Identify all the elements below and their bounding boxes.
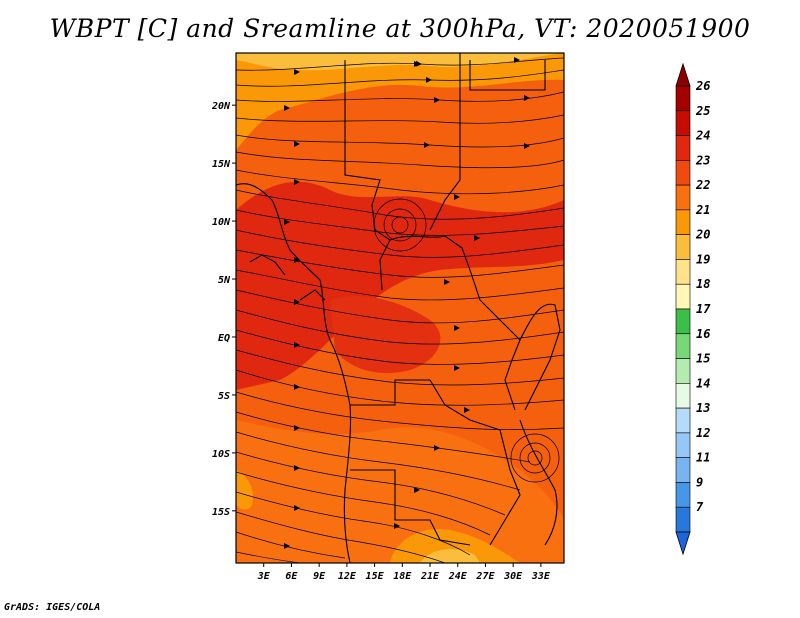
colorbar-swatch bbox=[675, 457, 691, 483]
colorbar-label: 16 bbox=[696, 327, 710, 341]
x-tick-label: 12E bbox=[338, 571, 357, 582]
border-east-africa bbox=[519, 303, 561, 411]
border-angola-north bbox=[350, 379, 430, 406]
border-niger-chad bbox=[344, 60, 391, 291]
wbpt-region-21-south bbox=[390, 529, 520, 563]
x-tick-label: 15E bbox=[366, 571, 385, 582]
wbpt-region-21-west bbox=[236, 470, 254, 510]
streamlines bbox=[236, 57, 564, 563]
colorbar-label: 12 bbox=[696, 426, 710, 440]
colorbar-swatch bbox=[675, 358, 691, 384]
country-borders bbox=[236, 53, 561, 563]
border-angola-south bbox=[350, 469, 471, 546]
colorbar-swatch bbox=[675, 135, 691, 161]
colorbar-swatch bbox=[675, 407, 691, 434]
border-mozambique bbox=[519, 419, 558, 546]
y-tick-label: EQ bbox=[218, 333, 230, 344]
colorbar-label: 13 bbox=[696, 401, 710, 415]
colorbar-label: 25 bbox=[695, 104, 710, 118]
y-tick-label: 20N bbox=[211, 101, 231, 112]
x-tick-label: 3E bbox=[257, 571, 271, 582]
colorbar-label: 7 bbox=[696, 500, 704, 514]
y-axis-ticks: 20N 15N 10N 5N EQ 5S 10S 15S bbox=[211, 101, 236, 518]
x-tick-label: 18E bbox=[393, 571, 412, 582]
x-tick-label: 21E bbox=[420, 571, 440, 582]
streamline-arrows bbox=[284, 57, 530, 549]
wbpt-region-20-north bbox=[236, 53, 560, 71]
colorbar-swatch bbox=[675, 283, 691, 310]
colorbar-swatch bbox=[675, 234, 691, 260]
colorbar-swatch bbox=[675, 506, 691, 533]
colorbar-label: 15 bbox=[696, 352, 710, 366]
colorbar-swatch bbox=[675, 308, 691, 335]
colorbar-label: 20 bbox=[695, 228, 710, 242]
x-axis-ticks: 3E 6E 9E 12E 15E 18E 21E 24E 27E 30E 33E bbox=[257, 563, 551, 582]
colorbar-label: 24 bbox=[695, 129, 710, 143]
y-tick-label: 5S bbox=[218, 391, 230, 402]
coastline-west bbox=[236, 183, 352, 563]
colorbar-label: 26 bbox=[695, 79, 710, 93]
colorbar-label: 14 bbox=[696, 376, 710, 390]
border-sudan-west bbox=[429, 53, 461, 231]
colorbar-swatch bbox=[675, 209, 691, 235]
colorbar-swatch bbox=[675, 184, 691, 211]
colorbar-label: 11 bbox=[696, 451, 710, 465]
x-tick-label: 33E bbox=[531, 571, 551, 582]
x-tick-label: 27E bbox=[475, 571, 495, 582]
y-tick-label: 5N bbox=[218, 275, 231, 286]
colorbar-label: 9 bbox=[696, 475, 703, 489]
y-tick-label: 15N bbox=[212, 159, 231, 170]
wbpt-region-22-south bbox=[236, 420, 564, 563]
plot-area bbox=[236, 53, 564, 563]
chart-title: WBPT [C] and Sreamline at 300hPa, VT: 20… bbox=[49, 14, 751, 43]
colorbar-label: 22 bbox=[695, 178, 710, 192]
colorbar-label: 23 bbox=[695, 153, 710, 167]
colorbar-label: 21 bbox=[695, 203, 710, 217]
colorbar-label: 17 bbox=[696, 302, 711, 316]
x-tick-label: 30E bbox=[503, 571, 523, 582]
border-cameroon bbox=[299, 289, 326, 301]
y-tick-label: 10S bbox=[212, 449, 230, 460]
x-tick-label: 6E bbox=[285, 571, 298, 582]
x-tick-label: 9E bbox=[313, 571, 326, 582]
colorbar-swatch bbox=[675, 85, 691, 112]
colorbar-swatch bbox=[675, 383, 691, 409]
colorbar-label: 18 bbox=[696, 277, 710, 291]
colorbar-label: 19 bbox=[696, 252, 710, 266]
border-zambia bbox=[429, 379, 521, 546]
footer-credit: GrADS: IGES/COLA bbox=[4, 602, 101, 613]
x-tick-label: 24E bbox=[448, 571, 468, 582]
colorbar-swatch bbox=[675, 259, 691, 285]
wbpt-region-21-north bbox=[236, 53, 564, 150]
colorbar-top-arrow bbox=[675, 62, 691, 87]
y-tick-label: 10N bbox=[212, 217, 231, 228]
colorbar-bottom-arrow bbox=[675, 531, 691, 556]
colorbar-swatch bbox=[675, 482, 691, 508]
colorbar-swatch bbox=[675, 160, 691, 186]
colorbar-swatch bbox=[675, 110, 691, 136]
plot-frame bbox=[235, 52, 565, 564]
border-west-coast bbox=[249, 254, 286, 276]
colorbar-swatch bbox=[675, 432, 691, 458]
colorbar-swatch bbox=[675, 333, 691, 359]
border-libya-egypt bbox=[469, 60, 546, 91]
y-tick-label: 15S bbox=[212, 507, 230, 518]
colorbar: 26 25 24 23 22 21 20 19 18 17 16 15 14 13 12 11 9 7 bbox=[675, 62, 711, 556]
